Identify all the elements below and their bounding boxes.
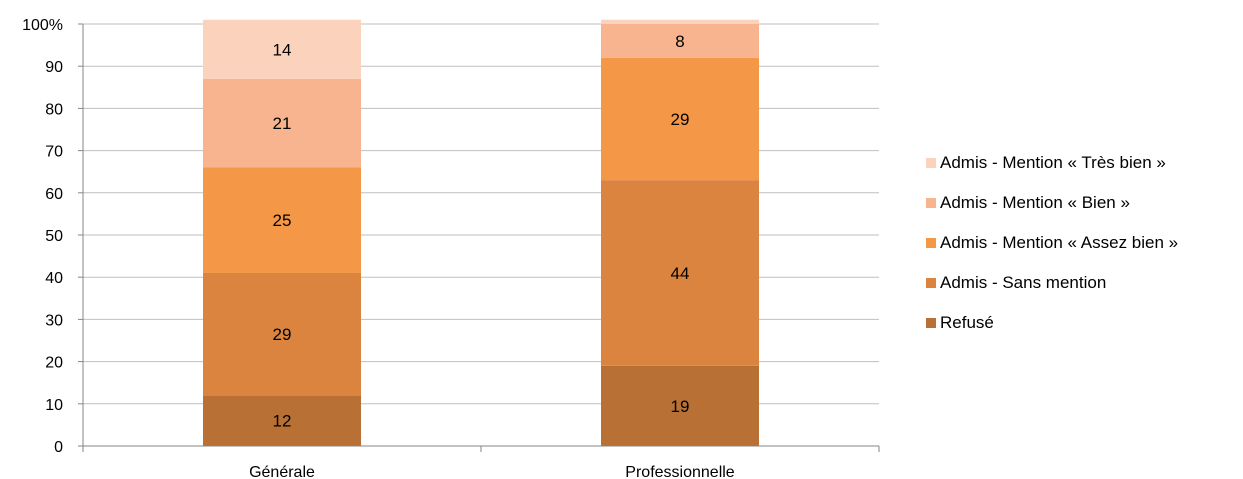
y-tick-label: 70: [45, 144, 63, 161]
x-tick-label: Générale: [249, 464, 315, 479]
legend-swatch: [926, 238, 936, 248]
legend-label: Admis - Sans mention: [940, 272, 1106, 294]
legend-swatch: [926, 318, 936, 328]
data-label: 29: [671, 110, 690, 129]
y-tick-label: 50: [45, 228, 63, 245]
data-label: 14: [273, 40, 292, 59]
y-tick-label: 0: [54, 439, 63, 456]
data-label: 21: [273, 114, 292, 133]
gridlines: [83, 24, 879, 404]
legend-label: Admis - Mention « Assez bien »: [940, 232, 1178, 254]
x-tick-label: Professionnelle: [625, 464, 735, 479]
data-label: 25: [273, 211, 292, 230]
legend-label: Admis - Mention « Bien »: [940, 192, 1130, 214]
data-label: 44: [671, 264, 690, 283]
y-tick-label: 80: [45, 101, 63, 118]
legend-swatch: [926, 278, 936, 288]
legend-swatch: [926, 158, 936, 168]
legend-label: Admis - Mention « Très bien »: [940, 152, 1166, 174]
data-label: 8: [675, 32, 684, 51]
bar-segment: [601, 20, 759, 24]
legend-swatch: [926, 198, 936, 208]
data-label: 12: [273, 412, 292, 431]
data-label: 19: [671, 397, 690, 416]
y-tick-label: 40: [45, 270, 63, 287]
bars: 12 29 25 21 14 19 44 29 8: [203, 20, 759, 446]
data-label: 29: [273, 325, 292, 344]
y-tick-label: 100%: [22, 17, 63, 34]
y-tick-label: 60: [45, 186, 63, 203]
y-tick-label: 20: [45, 355, 63, 372]
y-tick-label: 90: [45, 59, 63, 76]
legend-label: Refusé: [940, 312, 994, 334]
y-tick-label: 30: [45, 312, 63, 329]
y-tick-label: 10: [45, 397, 63, 414]
